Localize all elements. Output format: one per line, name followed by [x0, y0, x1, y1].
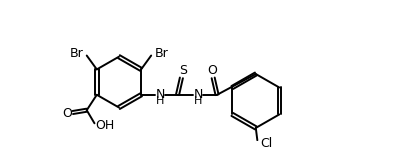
Text: Br: Br	[70, 47, 83, 60]
Text: H: H	[194, 96, 202, 106]
Text: N: N	[156, 88, 165, 100]
Text: Br: Br	[154, 47, 168, 60]
Text: N: N	[193, 88, 202, 100]
Text: O: O	[207, 64, 217, 77]
Text: O: O	[62, 107, 72, 120]
Text: Cl: Cl	[260, 137, 272, 150]
Text: H: H	[156, 96, 164, 106]
Text: S: S	[179, 64, 186, 77]
Text: OH: OH	[95, 119, 114, 132]
